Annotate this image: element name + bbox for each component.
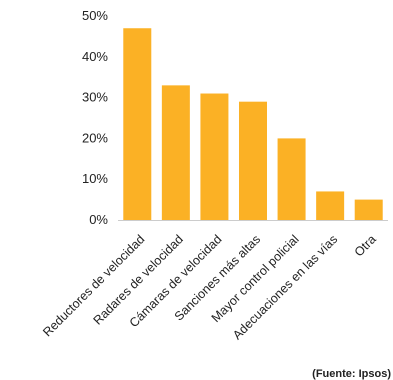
y-tick-label: 30% [82, 90, 108, 105]
y-tick-label: 50% [82, 8, 108, 23]
bar [277, 138, 306, 220]
bars [123, 28, 383, 220]
bar [316, 191, 345, 220]
category-label: Otra [352, 232, 379, 259]
bar [123, 28, 152, 220]
y-tick-label: 10% [82, 171, 108, 186]
bar [354, 199, 383, 220]
source-note: (Fuente: Ipsos) [312, 368, 391, 380]
y-axis-ticks: 0% 10% 20% 30% 40% 50% [82, 8, 108, 227]
y-tick-label: 20% [82, 130, 108, 145]
y-tick-label: 40% [82, 49, 108, 64]
bar [239, 101, 267, 220]
bar [161, 85, 190, 220]
y-tick-label: 0% [89, 212, 108, 227]
bar [200, 93, 229, 220]
